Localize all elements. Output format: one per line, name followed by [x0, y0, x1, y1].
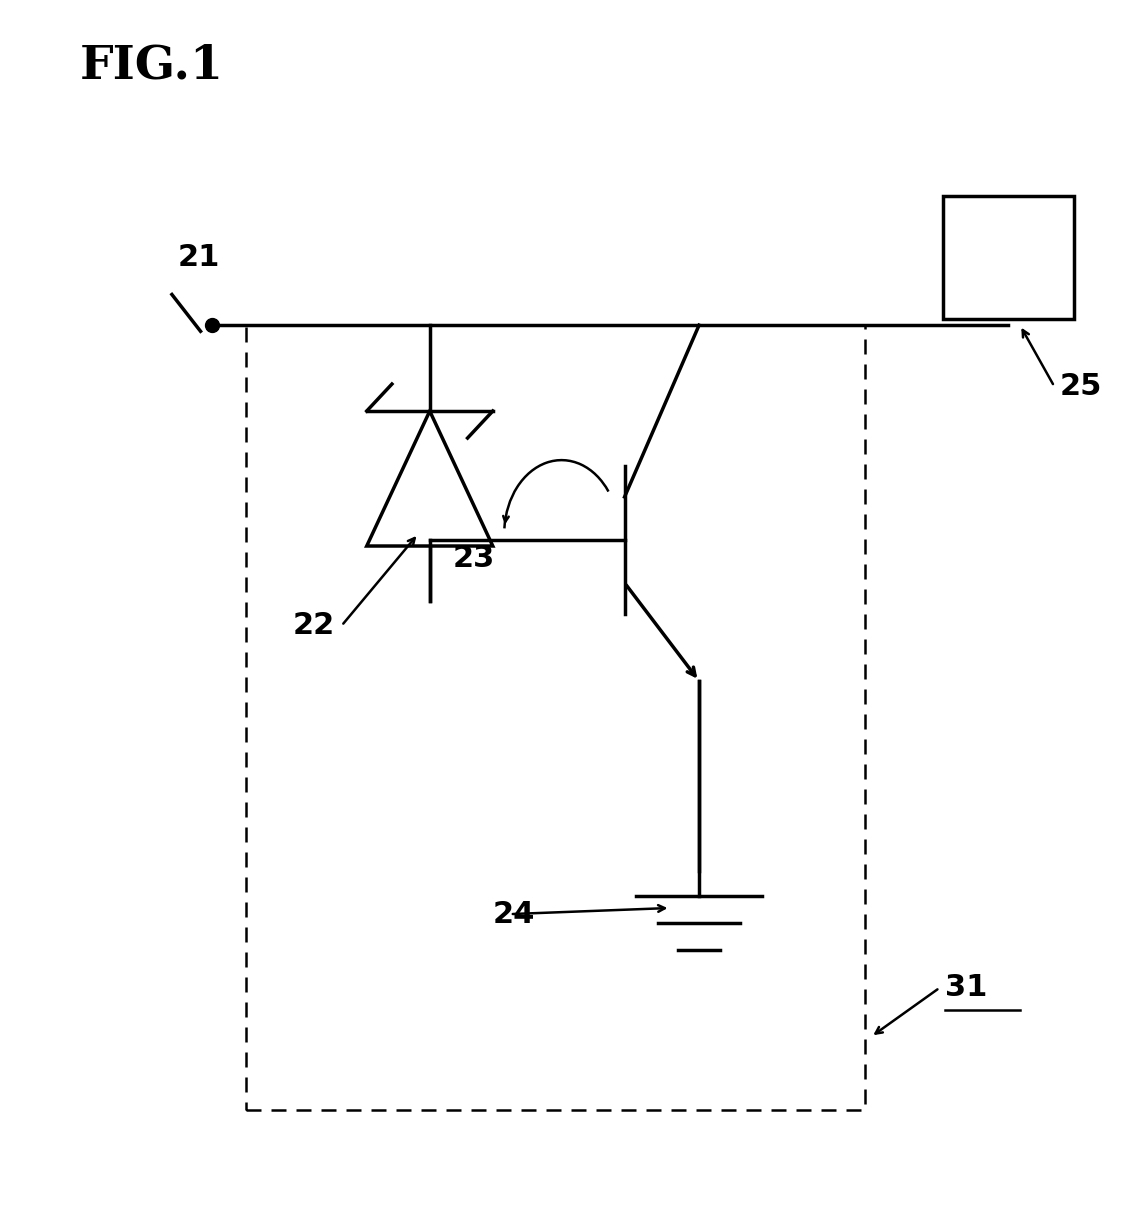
Text: 24: 24	[493, 899, 535, 929]
Text: 25: 25	[1060, 372, 1102, 401]
Bar	[246, 325, 865, 1110]
Text: 31: 31	[945, 973, 988, 1002]
Text: FIG.1: FIG.1	[80, 43, 225, 88]
Text: 23: 23	[453, 544, 495, 573]
Bar	[942, 196, 1074, 319]
Text: 22: 22	[292, 611, 335, 640]
Text: 21: 21	[178, 243, 220, 272]
